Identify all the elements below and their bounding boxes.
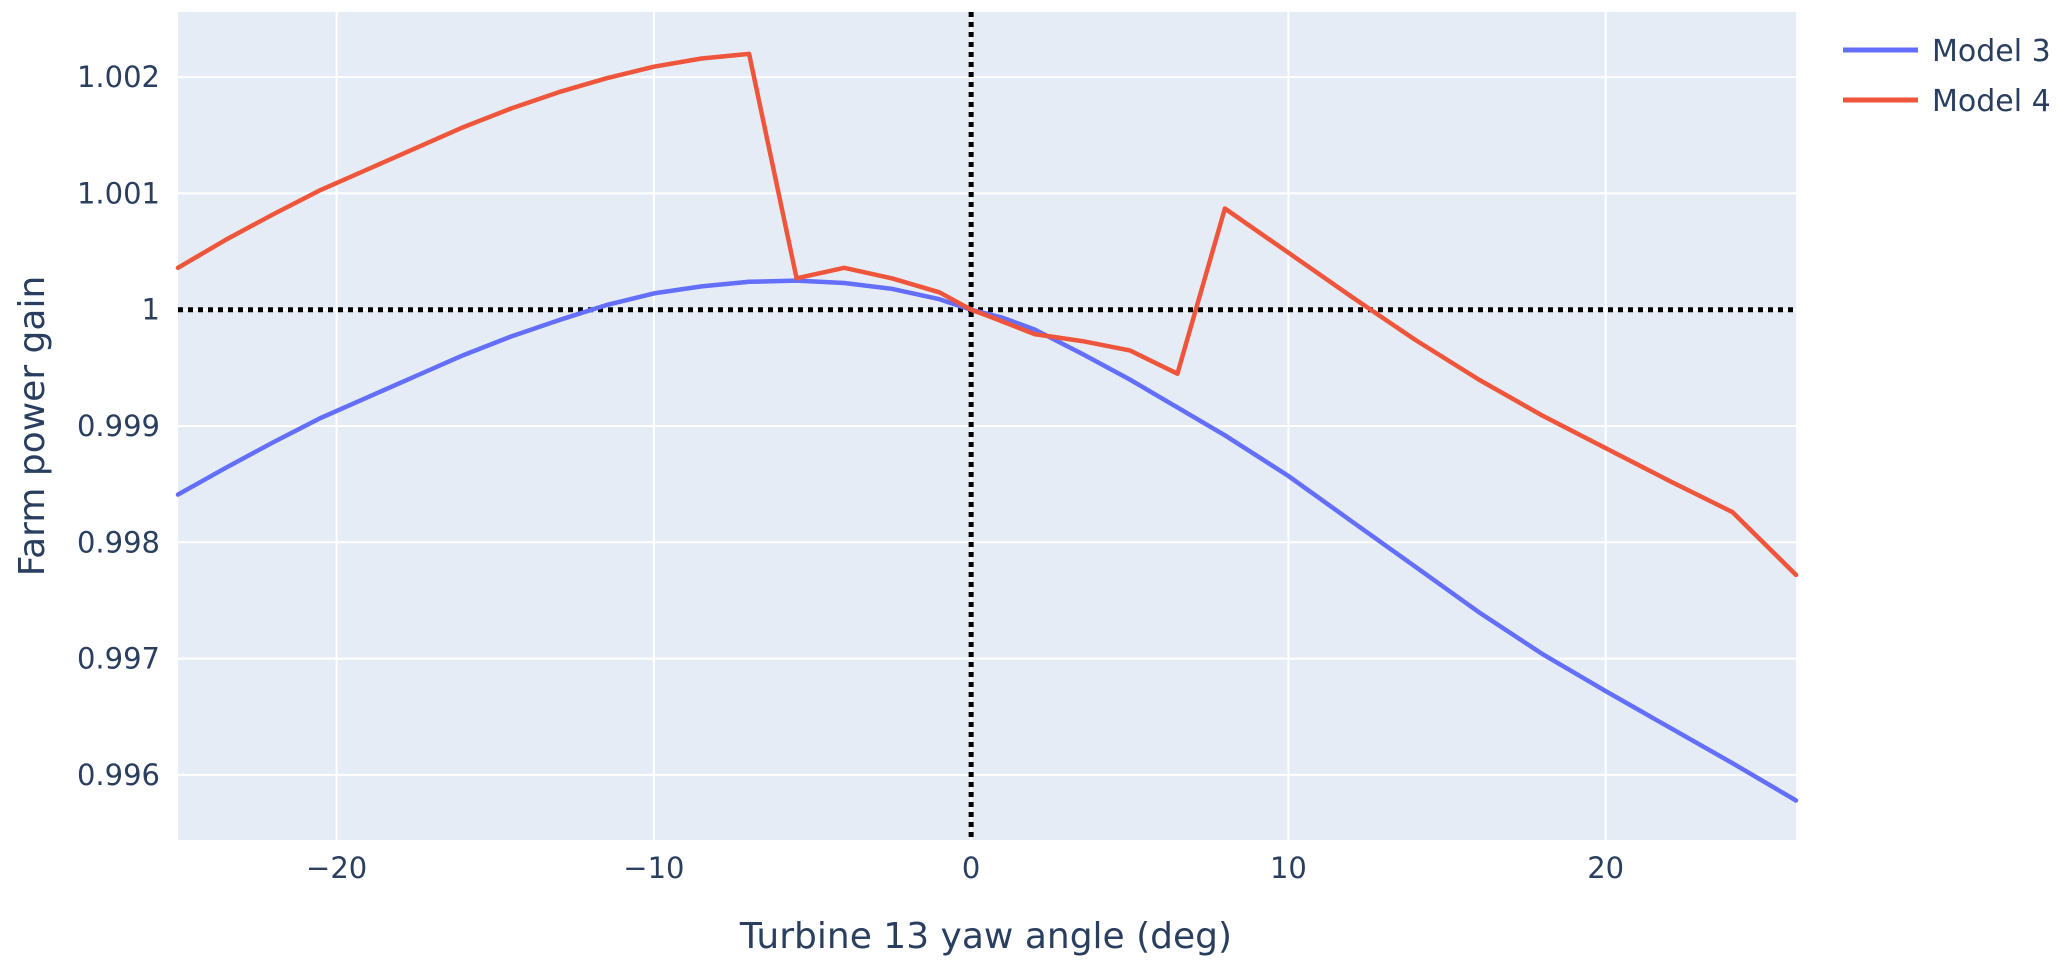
x-tick-label: 0: [962, 851, 980, 885]
y-tick-label: 0.998: [77, 525, 160, 559]
x-axis-title: Turbine 13 yaw angle (deg): [739, 916, 1232, 957]
y-tick-label: 1.002: [77, 60, 160, 94]
legend-label-model-4: Model 4: [1932, 84, 2051, 119]
y-tick-label: 0.997: [77, 642, 160, 676]
series-line-model-3: [175, 278, 1799, 803]
x-tick-labels: −20 −10 0 10 20: [306, 851, 1624, 885]
x-tick-label: 20: [1587, 851, 1624, 885]
x-tick-label: −20: [306, 851, 367, 885]
y-tick-label: 0.996: [77, 758, 160, 792]
series-lines: [175, 51, 1799, 803]
series-line-model-4: [175, 51, 1799, 578]
x-tick-label: −10: [623, 851, 684, 885]
legend: Model 3 Model 4: [1843, 34, 2051, 119]
y-tick-labels: 0.996 0.997 0.998 0.999 1 1.001 1.002: [77, 60, 160, 792]
y-axis-title: Farm power gain: [12, 276, 53, 577]
legend-label-model-3: Model 3: [1932, 34, 2051, 69]
reference-lines: [178, 12, 1796, 840]
y-tick-label: 1.001: [77, 176, 160, 210]
y-tick-label: 1: [142, 293, 160, 327]
x-tick-label: 10: [1270, 851, 1307, 885]
y-tick-label: 0.999: [77, 409, 160, 443]
